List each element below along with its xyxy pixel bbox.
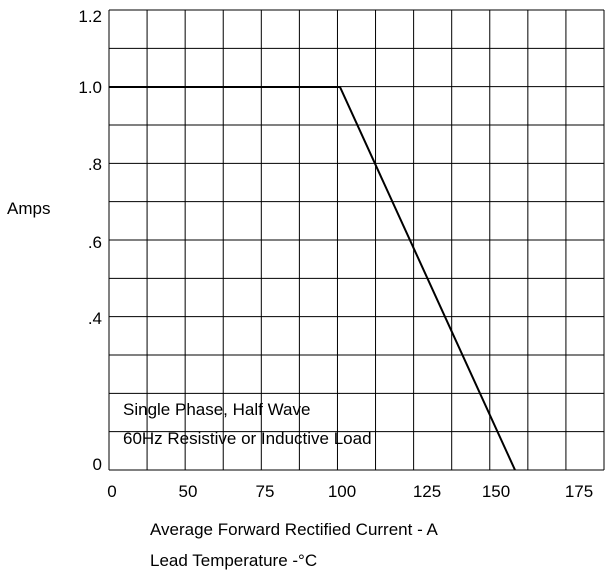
x-tick-label: 75	[256, 482, 275, 501]
x-tick-label: 175	[565, 482, 593, 501]
derating-curve-group	[109, 86, 516, 471]
y-axis-label: Amps	[7, 199, 50, 218]
annotation-line-1: Single Phase, Half Wave	[123, 400, 310, 419]
x-axis-label-line-2: Lead Temperature -°C	[150, 551, 317, 570]
derating-curve	[109, 86, 516, 471]
tick-labels: 0 50 75 100 125 150 175 0 .4 .6 .8 1.0 1.2	[78, 7, 593, 501]
y-tick-label: 1.2	[78, 7, 102, 26]
y-tick-label: 0	[93, 455, 102, 474]
x-tick-label: 50	[179, 482, 198, 501]
y-tick-label: .6	[88, 233, 102, 252]
annotation-line-2: 60Hz Resistive or Inductive Load	[123, 429, 372, 448]
y-tick-label: 1.0	[78, 78, 102, 97]
y-tick-label: .4	[88, 309, 102, 328]
x-tick-label: 100	[328, 482, 356, 501]
x-tick-label: 150	[482, 482, 510, 501]
x-tick-label: 125	[413, 482, 441, 501]
y-tick-label: .8	[88, 155, 102, 174]
x-tick-label: 0	[107, 482, 116, 501]
x-axis-label-line-1: Average Forward Rectified Current - A	[150, 520, 439, 539]
